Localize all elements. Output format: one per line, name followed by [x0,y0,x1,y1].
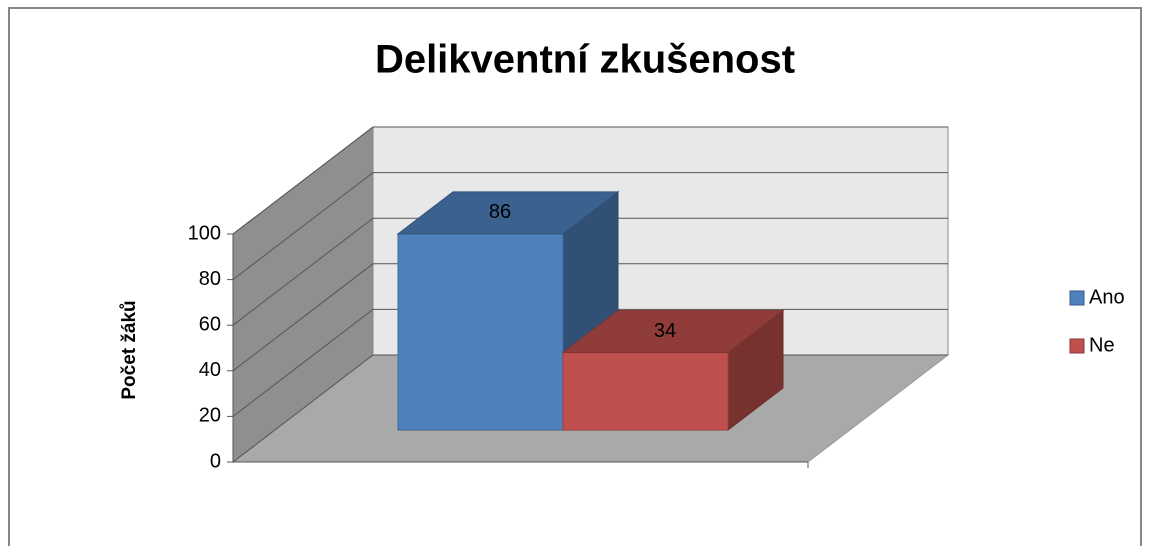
y-axis-label: Počet žáků [119,300,140,399]
y-tick-label: 20 [199,405,221,427]
chart-title: Delikventní zkušenost [375,38,795,82]
legend-swatch [1069,338,1085,354]
grid-line [232,172,948,280]
y-tick-label: 80 [199,268,221,290]
y-tick-label: 0 [210,450,221,472]
bar [562,351,729,431]
data-label: 86 [489,201,511,223]
y-tick-label: 100 [188,222,221,244]
grid-line [232,126,948,235]
grid-line [232,217,948,326]
bar-top [561,309,785,353]
grid-line [232,263,948,372]
y-tick-label: 60 [199,313,221,335]
y-tick-label: 40 [199,359,221,381]
legend-swatch [1069,290,1085,306]
bar [397,233,564,431]
data-label: 34 [654,320,676,342]
legend-label: Ne [1089,334,1115,356]
bar-top [396,191,620,235]
legend-label: Ano [1089,286,1125,308]
grid-line [232,308,948,417]
